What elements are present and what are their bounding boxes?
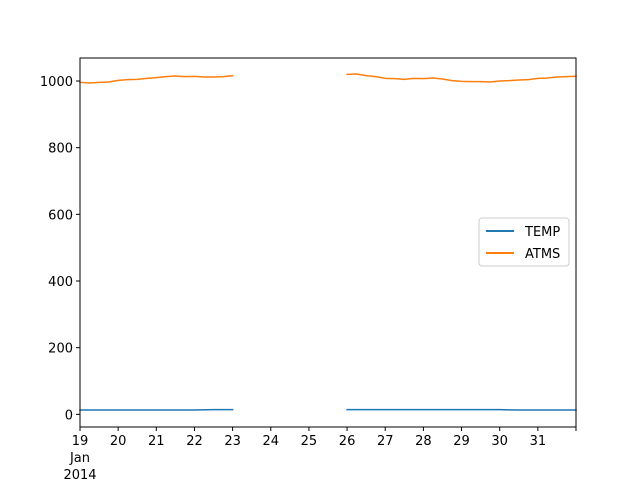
x-tick-label: 28: [415, 434, 432, 449]
x-tick-label: 23: [224, 434, 241, 449]
x-tick-label: 19: [72, 434, 89, 449]
axes-frame: [79, 57, 577, 428]
y-tick-label: 400: [48, 275, 73, 290]
x-axis: 19 20 21 22 23 24 25 26 27 28 29 30 31: [72, 427, 577, 449]
x-axis-year-label: 2014: [63, 468, 96, 480]
y-tick-label: 1000: [40, 75, 73, 90]
x-tick-label: 27: [377, 434, 394, 449]
y-tick-label: 800: [48, 142, 73, 157]
x-tick-label: 25: [301, 434, 318, 449]
series-line-atms: [346, 73, 577, 83]
y-tick-label: 200: [48, 342, 73, 357]
x-tick-label: 31: [530, 434, 547, 449]
x-tick-label: 24: [262, 434, 279, 449]
y-axis: 0 200 400 600 800 1000: [40, 75, 80, 423]
legend: TEMP ATMS: [478, 217, 570, 267]
x-tick-label: 20: [110, 434, 127, 449]
x-tick-label: 21: [148, 434, 165, 449]
legend-label-atms: ATMS: [525, 247, 560, 262]
x-tick-label: 29: [453, 434, 470, 449]
y-tick-label: 600: [48, 208, 73, 223]
legend-label-temp: TEMP: [524, 225, 560, 240]
y-tick-label: 0: [65, 408, 73, 423]
plot-area: [79, 73, 577, 411]
series-line-atms: [79, 74, 234, 84]
x-tick-label: 22: [186, 434, 203, 449]
x-tick-label: 26: [339, 434, 356, 449]
x-axis-month-label: Jan: [69, 451, 90, 466]
x-tick-label: 30: [491, 434, 508, 449]
